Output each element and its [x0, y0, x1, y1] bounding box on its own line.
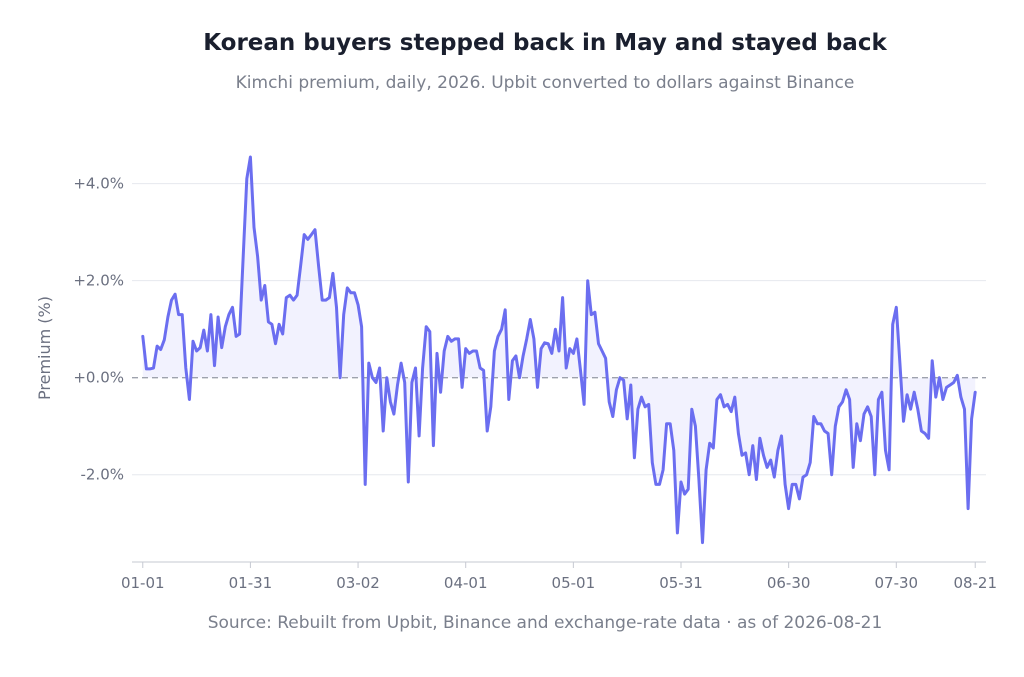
- series-line-layer: [141, 155, 977, 545]
- x-tick-label: 01-31: [229, 574, 273, 592]
- x-tick-label: 07-30: [874, 574, 918, 592]
- series-line: [141, 155, 977, 545]
- x-tick-label: 03-02: [336, 574, 380, 592]
- x-tick-label: 08-21: [953, 574, 997, 592]
- chart-title: Korean buyers stepped back in May and st…: [203, 30, 887, 56]
- x-axis: [132, 561, 986, 568]
- y-axis-label: Premium (%): [35, 296, 54, 400]
- y-tick-label: +4.0%: [73, 175, 124, 193]
- chart-subtitle: Kimchi premium, daily, 2026. Upbit conve…: [235, 73, 855, 93]
- x-tick-labels: 01-01 01-31 03-02 04-01 05-01 05-31 06-30 07-30…: [121, 574, 997, 592]
- x-tick-label: 06-30: [767, 574, 811, 592]
- x-tick-label: 05-31: [659, 574, 703, 592]
- x-tick-label: 04-01: [444, 574, 488, 592]
- series-area: [142, 157, 976, 543]
- grid: [132, 183, 986, 476]
- y-tick-label: -2.0%: [80, 466, 124, 484]
- x-tick-label: 01-01: [121, 574, 165, 592]
- area-fill-layer: [142, 157, 976, 543]
- x-tick-label: 05-01: [552, 574, 596, 592]
- y-tick-label: +2.0%: [73, 272, 124, 290]
- y-tick-label: +0.0%: [73, 369, 124, 387]
- source-note: Source: Rebuilt from Upbit, Binance and …: [207, 613, 883, 633]
- y-axis: +4.0% +2.0% +0.0% -2.0%: [73, 175, 124, 484]
